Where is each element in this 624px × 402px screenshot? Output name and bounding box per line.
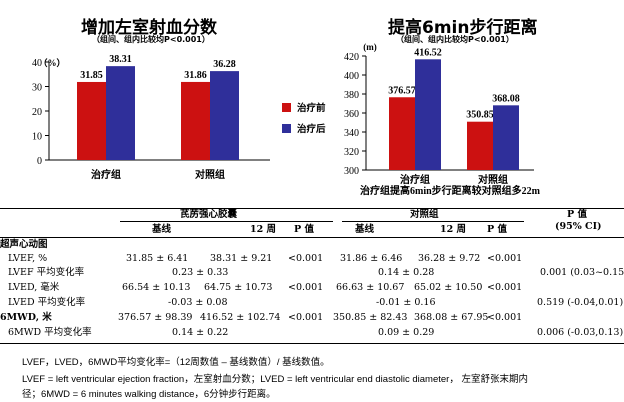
chart1-legend-label: 治疗前 bbox=[297, 102, 326, 114]
group-header-control: 对照组 bbox=[410, 209, 439, 220]
footnote-line-2: LVEF = left ventricular ejection fractio… bbox=[22, 374, 528, 385]
group2-rule bbox=[342, 221, 524, 222]
chart2-ytick-label: 360 bbox=[344, 109, 359, 120]
row-label-echo: 超声心动图 bbox=[0, 239, 48, 250]
chart1-bar bbox=[106, 66, 135, 160]
chart2-data-label: 350.85 bbox=[466, 110, 494, 121]
cell-lved-change-c: -0.01 ± 0.16 bbox=[376, 297, 436, 308]
cell-lvef-change-pci: 0.001 (0.03~0.15) bbox=[540, 267, 624, 278]
chart2-y-label: (m) bbox=[363, 42, 377, 52]
col-header-t-p: P 值 bbox=[294, 224, 314, 235]
col-header-c-p: P 值 bbox=[487, 224, 507, 235]
cell-lvef-c-base: 31.86 ± 6.46 bbox=[340, 253, 403, 264]
group-header-treatment: 芪苈强心胶囊 bbox=[180, 209, 238, 220]
chart1-data-label: 36.28 bbox=[213, 59, 236, 70]
cell-lved-c-base: 66.63 ± 10.67 bbox=[336, 282, 405, 293]
chart1-ytick-label: 10 bbox=[32, 132, 42, 143]
row-label-6mwd: 6MWD, 米 bbox=[0, 312, 52, 323]
row-label-lved-change: LVED 平均变化率 bbox=[8, 297, 86, 308]
chart2-ytick-label: 340 bbox=[344, 128, 359, 139]
chart1-bar bbox=[181, 81, 210, 160]
chart1-ytick-label: 40 bbox=[32, 58, 42, 69]
cell-6mwd-change-c: 0.09 ± 0.29 bbox=[378, 327, 435, 338]
col-header-t-12: 12 周 bbox=[250, 224, 277, 235]
cell-lvef-change-t: 0.23 ± 0.33 bbox=[172, 267, 229, 278]
row-label-lvef: LVEF, % bbox=[8, 253, 48, 264]
chart2-ytick-label: 420 bbox=[344, 52, 359, 63]
footnote-line-3: 径；6MWD = 6 minutes walking distance，6分钟步… bbox=[22, 389, 276, 400]
chart1-bar bbox=[210, 71, 239, 160]
col-header-c-12: 12 周 bbox=[440, 224, 467, 235]
chart2-data-label: 376.57 bbox=[388, 85, 416, 96]
cell-6mwd-change-pci: 0.006 (-0.03,0.13) bbox=[537, 327, 624, 338]
p-ci-subheader: (95% CI) bbox=[555, 221, 602, 232]
chart1-title: 增加左室射血分数 bbox=[81, 18, 217, 38]
charts-canvas: 010203040（%）31.8538.31治疗组31.8636.28对照组治疗… bbox=[32, 42, 541, 197]
chart2-ytick-label: 300 bbox=[344, 166, 359, 177]
chart1-data-label: 31.85 bbox=[80, 70, 103, 81]
cell-6mwd-c-12: 368.08 ± 67.95 bbox=[414, 312, 489, 323]
chart1-category-label: 对照组 bbox=[195, 168, 225, 181]
col-header-t-base: 基线 bbox=[152, 224, 172, 235]
chart1-ytick-label: 30 bbox=[32, 83, 42, 94]
cell-lved-t-base: 66.54 ± 10.13 bbox=[122, 282, 191, 293]
chart2-annotation: 治疗组提高6min步行距离较对照组多22m bbox=[360, 184, 541, 197]
cell-lved-t-p: <0.001 bbox=[288, 282, 324, 293]
chart2-bar bbox=[389, 97, 415, 170]
chart2-category-label: 治疗组 bbox=[400, 173, 430, 186]
group1-rule bbox=[120, 221, 333, 222]
chart1-subtitle: （组间、组内比较均P<0.001） bbox=[92, 35, 210, 44]
chart1-data-label: 31.86 bbox=[184, 70, 207, 81]
chart2-bar bbox=[493, 105, 519, 170]
chart2-ytick-label: 400 bbox=[344, 71, 359, 82]
chart2-bar bbox=[467, 121, 493, 170]
cell-6mwd-t-12: 416.52 ± 102.74 bbox=[200, 312, 281, 323]
chart1-ytick-label: 20 bbox=[32, 107, 42, 118]
cell-6mwd-c-p: <0.001 bbox=[487, 312, 523, 323]
cell-lvef-c-12: 36.28 ± 9.72 bbox=[418, 253, 481, 264]
cell-lved-change-t: -0.03 ± 0.08 bbox=[168, 297, 228, 308]
row-label-lved: LVED, 毫米 bbox=[8, 282, 60, 293]
p-ci-header: P 值 bbox=[567, 209, 587, 220]
chart1-y-label: （%） bbox=[38, 58, 65, 68]
table-header-rule bbox=[0, 237, 624, 238]
cell-lvef-c-p: <0.001 bbox=[487, 253, 523, 264]
cell-6mwd-change-t: 0.14 ± 0.22 bbox=[172, 327, 229, 338]
chart2-data-label: 368.08 bbox=[492, 93, 520, 104]
chart2-ytick-label: 320 bbox=[344, 147, 359, 158]
chart1-category-label: 治疗组 bbox=[91, 168, 121, 181]
footnote-line-1: LVEF，LVED，6MWD平均变化率=（12周数值 – 基线数值）/ 基线数值… bbox=[22, 357, 330, 368]
chart1-bar bbox=[77, 81, 106, 160]
chart1-legend-swatch bbox=[282, 103, 291, 112]
chart2-category-label: 对照组 bbox=[478, 173, 508, 186]
row-label-6mwd-change: 6MWD 平均变化率 bbox=[8, 327, 92, 338]
cell-lvef-t-p: <0.001 bbox=[288, 253, 324, 264]
table-bottom-rule bbox=[0, 343, 624, 344]
chart2-ytick-label: 380 bbox=[344, 90, 359, 101]
table-top-rule bbox=[0, 208, 624, 209]
cell-lved-c-p: <0.001 bbox=[487, 282, 523, 293]
cell-lved-c-12: 65.02 ± 10.50 bbox=[414, 282, 483, 293]
chart1-ytick-label: 0 bbox=[37, 156, 42, 167]
cell-lvef-change-c: 0.14 ± 0.28 bbox=[378, 267, 435, 278]
chart1-data-label: 38.31 bbox=[109, 54, 132, 65]
chart2-bar bbox=[415, 59, 441, 170]
chart1-legend-swatch bbox=[282, 124, 291, 133]
cell-lvef-t-base: 31.85 ± 6.41 bbox=[126, 253, 189, 264]
cell-6mwd-t-base: 376.57 ± 98.39 bbox=[118, 312, 193, 323]
chart2-subtitle: （组间、组内比较均P<0.001） bbox=[396, 35, 514, 44]
cell-lved-change-pci: 0.519 (-0.04,0.01) bbox=[537, 297, 624, 308]
chart2-title: 提高6min步行距离 bbox=[388, 18, 538, 38]
cell-lvef-t-12: 38.31 ± 9.21 bbox=[210, 253, 273, 264]
chart2-data-label: 416.52 bbox=[414, 47, 442, 58]
chart1-legend-label: 治疗后 bbox=[297, 123, 326, 135]
cell-lved-t-12: 64.75 ± 10.73 bbox=[204, 282, 273, 293]
cell-6mwd-t-p: <0.001 bbox=[288, 312, 324, 323]
col-header-c-base: 基线 bbox=[355, 224, 375, 235]
row-label-lvef-change: LVEF 平均变化率 bbox=[8, 267, 85, 278]
cell-6mwd-c-base: 350.85 ± 82.43 bbox=[333, 312, 408, 323]
